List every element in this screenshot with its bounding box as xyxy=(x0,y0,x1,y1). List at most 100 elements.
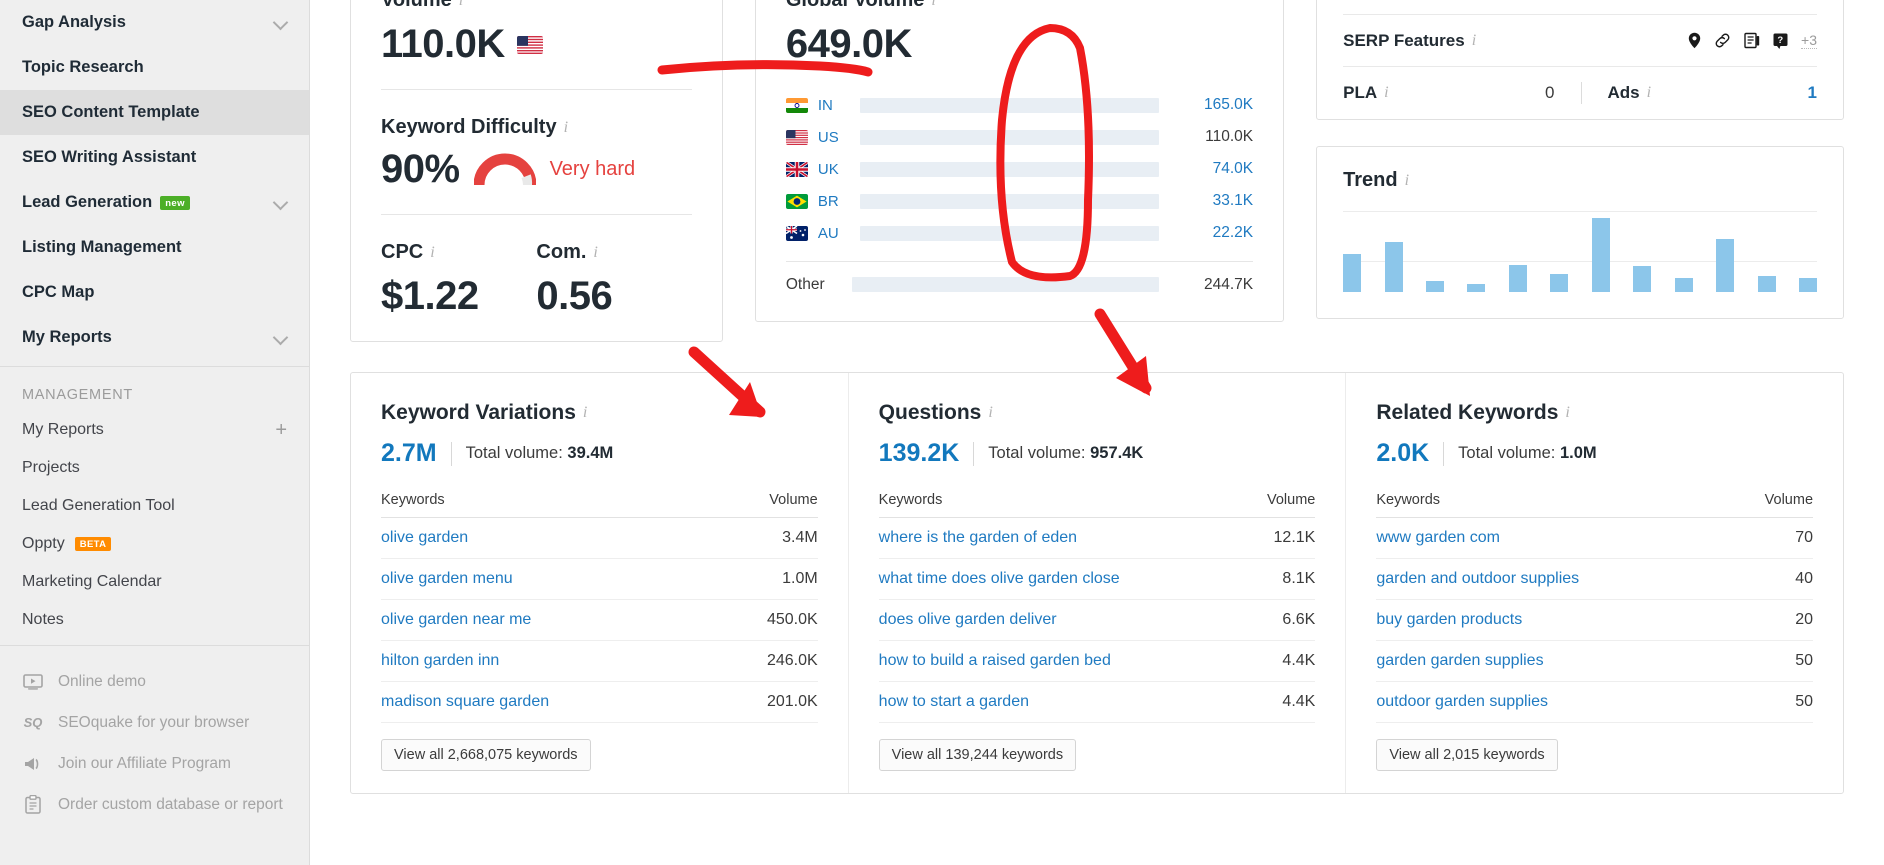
column-header-volume[interactable]: Volume xyxy=(1728,492,1814,518)
trend-bar xyxy=(1343,253,1362,292)
chevron-down-icon[interactable] xyxy=(274,16,287,29)
keyword-link[interactable]: olive garden near me xyxy=(381,611,532,628)
sidebar-item-my-reports-management[interactable]: My Reports + xyxy=(0,411,309,449)
pla-label-row: PLA i xyxy=(1343,83,1388,103)
keyword-link[interactable]: buy garden products xyxy=(1376,611,1523,628)
sidebar-item-topic-research[interactable]: Topic Research xyxy=(0,45,309,90)
global-volume-label-row: Global Volume i xyxy=(786,0,1253,12)
country-code-label[interactable]: AU xyxy=(817,224,839,242)
serp-features-more[interactable]: +3 xyxy=(1801,32,1817,49)
kd-value: 90% xyxy=(381,147,460,191)
keyword-link[interactable]: olive garden xyxy=(381,529,469,546)
view-all-keywords-button[interactable]: View all 2,015 keywords xyxy=(1376,739,1558,771)
pla-label: PLA xyxy=(1343,83,1378,102)
keyword-table: Keywords Volume olive garden 3.4M olive gard… xyxy=(381,492,818,723)
table-row: buy garden products 20 xyxy=(1376,599,1814,641)
sidebar-item-seo-writing-assistant[interactable]: SEO Writing Assistant xyxy=(0,135,309,180)
keyword-link[interactable]: outdoor garden supplies xyxy=(1376,693,1549,710)
volume-value-label: 33.1K xyxy=(1212,192,1254,209)
keyword-cell: olive garden xyxy=(381,517,717,559)
view-all-keywords-button[interactable]: View all 2,668,075 keywords xyxy=(381,739,591,771)
keyword-link[interactable]: www garden com xyxy=(1376,529,1500,546)
sidebar-item-my-reports[interactable]: My Reports xyxy=(0,315,309,360)
link-icon[interactable] xyxy=(1714,32,1731,49)
sidebar-item-lead-generation[interactable]: Lead Generation new xyxy=(0,180,309,225)
info-icon[interactable]: i xyxy=(458,0,464,9)
keyword-cell: olive garden menu xyxy=(381,558,717,600)
column-header-keywords[interactable]: Keywords xyxy=(878,492,1243,518)
sidebar-item-order-custom-database[interactable]: Order custom database or report xyxy=(0,785,309,826)
keyword-link[interactable]: where is the garden of eden xyxy=(878,529,1078,546)
keyword-link[interactable]: does olive garden deliver xyxy=(878,611,1057,628)
sidebar-item-gap-analysis[interactable]: Gap Analysis xyxy=(0,0,309,45)
keyword-link[interactable]: garden garden supplies xyxy=(1376,652,1544,669)
info-icon[interactable]: i xyxy=(1384,84,1389,101)
in-flag-icon xyxy=(785,97,808,113)
keyword-link[interactable]: how to build a raised garden bed xyxy=(878,652,1111,669)
keyword-link[interactable]: what time does olive garden close xyxy=(878,570,1120,587)
column-header-volume[interactable]: Volume xyxy=(716,492,818,518)
volume-bar-track xyxy=(859,97,1160,113)
country-code-label[interactable]: BR xyxy=(817,192,839,210)
sidebar-item-online-demo[interactable]: Online demo xyxy=(0,662,309,703)
info-icon[interactable]: i xyxy=(430,243,435,261)
keyword-table-column: Related Keywords i 2.0K Total volume: 1.0M K… xyxy=(1345,373,1843,793)
sidebar-item-marketing-calendar[interactable]: Marketing Calendar xyxy=(0,563,309,601)
keyword-link[interactable]: olive garden menu xyxy=(381,570,513,587)
info-icon[interactable]: i xyxy=(1404,171,1410,189)
trend-label-row: Trend i xyxy=(1343,169,1817,192)
keyword-link[interactable]: madison square garden xyxy=(381,693,550,710)
sidebar-item-projects[interactable]: Projects xyxy=(0,449,309,487)
sidebar-item-affiliate-program[interactable]: Join our Affiliate Program xyxy=(0,744,309,785)
serp-features-label: SERP Features xyxy=(1343,30,1465,50)
volume-value-label: 74.0K xyxy=(1212,160,1254,177)
sidebar-item-seo-content-template[interactable]: SEO Content Template xyxy=(0,90,309,135)
country-code-label[interactable]: IN xyxy=(817,96,833,114)
pla-value: 0 xyxy=(1545,83,1555,102)
sidebar-item-notes[interactable]: Notes xyxy=(0,601,309,639)
trend-bar xyxy=(1550,274,1569,292)
sidebar-item-lead-generation-tool[interactable]: Lead Generation Tool xyxy=(0,487,309,525)
info-icon[interactable]: i xyxy=(1471,31,1477,49)
country-code-label[interactable]: UK xyxy=(817,160,839,178)
info-icon[interactable]: i xyxy=(563,118,569,136)
plus-icon[interactable]: + xyxy=(275,419,287,441)
kd-rating-text: Very hard xyxy=(549,158,636,180)
results-on-serp-row: Results on SERP i ~1.1B xyxy=(1343,0,1817,15)
sidebar-item-cpc-map[interactable]: CPC Map xyxy=(0,270,309,315)
country-code-label[interactable]: US xyxy=(817,128,839,146)
map-pin-icon[interactable] xyxy=(1688,32,1701,49)
trend-bar xyxy=(1674,277,1693,292)
keyword-link[interactable]: hilton garden inn xyxy=(381,652,500,669)
cpc-block: CPC i $1.22 xyxy=(381,241,536,319)
sidebar-item-seoquake[interactable]: SQ SEOquake for your browser xyxy=(0,703,309,744)
serp-features-icons: ? +3 xyxy=(1688,32,1817,49)
info-icon[interactable]: i xyxy=(988,404,993,421)
column-header-volume[interactable]: Volume xyxy=(1242,492,1316,518)
info-icon[interactable]: i xyxy=(931,0,936,9)
sidebar-item-oppty[interactable]: Oppty BETA xyxy=(0,525,309,563)
serp-report-icon[interactable] xyxy=(1798,0,1817,1)
column-header-keywords[interactable]: Keywords xyxy=(1376,492,1729,518)
chevron-down-icon[interactable] xyxy=(274,196,287,209)
us-flag-icon xyxy=(785,129,808,145)
info-icon[interactable]: i xyxy=(1565,404,1570,421)
faq-icon[interactable]: ? xyxy=(1773,33,1788,49)
ads-value[interactable]: 1 xyxy=(1807,83,1817,102)
keyword-link[interactable]: garden and outdoor supplies xyxy=(1376,570,1580,587)
vertical-divider xyxy=(450,441,452,466)
volume-cell: 20 xyxy=(1728,599,1814,641)
chevron-down-icon[interactable] xyxy=(274,331,287,344)
sidebar-item-listing-management[interactable]: Listing Management xyxy=(0,225,309,270)
table-count: 139.2K xyxy=(878,439,960,467)
info-icon[interactable]: i xyxy=(582,404,588,421)
volume-cell: 40 xyxy=(1728,558,1814,600)
column-header-keywords[interactable]: Keywords xyxy=(381,492,717,518)
cpc-label: CPC xyxy=(381,241,424,263)
view-all-keywords-button[interactable]: View all 139,244 keywords xyxy=(878,739,1077,771)
reviews-icon[interactable] xyxy=(1744,32,1760,49)
info-icon[interactable]: i xyxy=(593,243,598,261)
info-icon[interactable]: i xyxy=(1646,84,1652,101)
keyword-link[interactable]: how to start a garden xyxy=(878,693,1029,710)
